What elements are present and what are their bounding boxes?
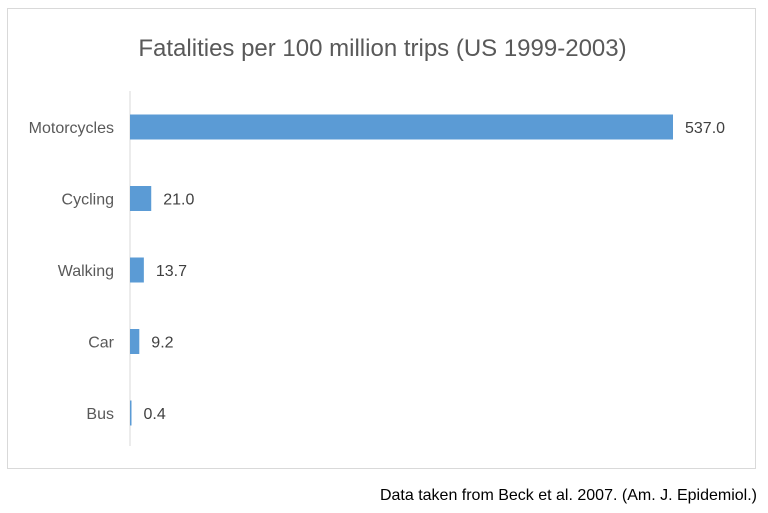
category-label: Cycling xyxy=(62,192,114,209)
data-label: 13.7 xyxy=(156,263,187,280)
bar-chart: Motorcycles 537.0 Cycling 21.0 Walking 13.7 Ca… xyxy=(29,91,725,446)
category-label: Bus xyxy=(86,406,114,423)
bar xyxy=(130,257,144,283)
data-label: 9.2 xyxy=(151,335,173,352)
category-label: Walking xyxy=(58,263,114,280)
category-label: Motorcycles xyxy=(29,120,114,137)
chart-caption: Data taken from Beck et al. 2007. (Am. J… xyxy=(379,487,757,504)
chart-title: Fatalities per 100 million trips (US 199… xyxy=(138,35,627,62)
bar xyxy=(130,186,152,211)
bar xyxy=(130,114,673,140)
data-label: 537.0 xyxy=(685,120,725,137)
bar xyxy=(130,329,140,354)
chart-frame: Fatalities per 100 million trips (US 199… xyxy=(7,8,756,469)
bars-group: Motorcycles 537.0 Cycling 21.0 Walking 13.7 Ca… xyxy=(29,114,725,426)
data-label: 0.4 xyxy=(144,406,166,423)
bar xyxy=(130,400,132,426)
category-label: Car xyxy=(88,335,114,352)
data-label: 21.0 xyxy=(163,192,194,209)
